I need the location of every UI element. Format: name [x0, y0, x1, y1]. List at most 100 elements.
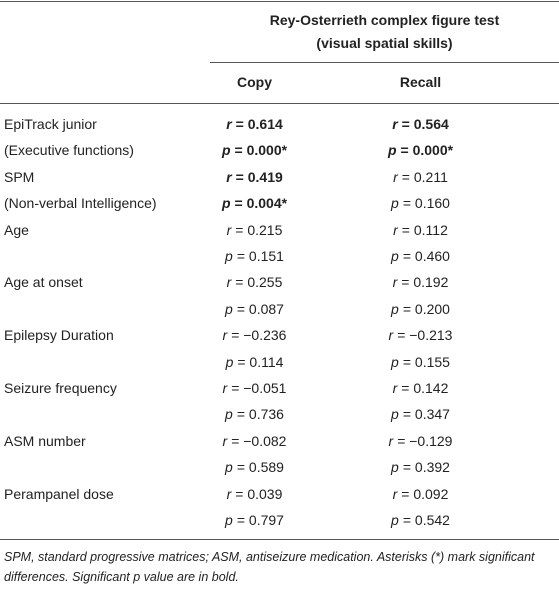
- column-header: Copy: [237, 74, 272, 90]
- stat-value: = 0.112: [401, 221, 448, 238]
- cell: p = 0.797: [172, 512, 337, 528]
- row-label: ASM number: [4, 432, 86, 449]
- row-label: Age: [4, 221, 29, 238]
- cell: p = 0.155: [338, 354, 503, 370]
- row-label: Age at onset: [4, 274, 83, 291]
- stat-symbol: p: [391, 353, 399, 370]
- stat-value: = 0.000*: [400, 142, 454, 159]
- stat-symbol: p: [391, 512, 399, 528]
- cell: r = −0.213: [338, 327, 503, 343]
- cell: p = 0.589: [172, 459, 337, 475]
- stat-value: = 0.797: [236, 512, 284, 528]
- cell: p = 0.004*: [172, 195, 337, 211]
- cell: r = 0.192: [338, 274, 503, 290]
- stat-symbol: r: [392, 274, 398, 291]
- stat-symbol: p: [391, 300, 399, 317]
- stat-symbol: r: [222, 327, 228, 344]
- row-label: Seizure frequency: [4, 380, 117, 396]
- stat-symbol: r: [226, 168, 232, 185]
- stat-value: = 0.564: [401, 116, 449, 132]
- cell: r = 0.564: [338, 116, 503, 132]
- stat-symbol: p: [225, 406, 233, 423]
- cell: r = −0.051: [172, 380, 337, 396]
- stat-value: = 0.736: [236, 406, 284, 423]
- cell: p = 0.000*: [172, 142, 337, 158]
- row-label: (Executive functions): [4, 142, 134, 159]
- stat-value: = 0.142: [401, 380, 449, 396]
- rule: [210, 62, 559, 63]
- footnote: SPM, standard progressive matrices; ASM,…: [4, 550, 535, 584]
- stat-symbol: p: [225, 459, 233, 476]
- group-subtitle: (visual spatial skills): [316, 35, 453, 51]
- cell: p = 0.392: [338, 459, 503, 475]
- stat-value: = 0.092: [401, 485, 449, 502]
- stat-value: = 0.419: [235, 168, 283, 185]
- stat-value: = 0.155: [402, 353, 450, 370]
- stat-value: = 0.004*: [234, 195, 288, 212]
- stat-value: = 0.589: [236, 459, 284, 476]
- stat-symbol: p: [391, 195, 399, 212]
- stat-value: = 0.000*: [234, 142, 288, 159]
- group-title: Rey-Osterrieth complex figure test: [269, 12, 500, 28]
- stat-symbol: r: [222, 380, 228, 396]
- stat-value: = 0.200: [402, 300, 450, 317]
- cell: r = −0.129: [338, 433, 503, 449]
- cell: r = 0.142: [338, 380, 503, 396]
- stat-symbol: r: [222, 432, 228, 449]
- cell: p = 0.160: [338, 195, 503, 211]
- cell: p = 0.000*: [338, 142, 503, 158]
- cell: r = 0.419: [172, 169, 337, 185]
- stat-symbol: r: [393, 221, 398, 238]
- stat-symbol: r: [226, 116, 232, 132]
- stat-symbol: r: [388, 432, 394, 449]
- stat-symbol: r: [392, 380, 398, 396]
- stat-value: = −0.082: [231, 432, 287, 449]
- cell: p = 0.087: [172, 301, 337, 317]
- rule: [0, 103, 559, 104]
- rule: [0, 539, 559, 540]
- stat-value: = 0.347: [402, 406, 450, 423]
- stat-value: = 0.192: [401, 274, 449, 291]
- row-label: Epilepsy Duration: [4, 327, 114, 344]
- stat-value: = −0.213: [397, 327, 453, 344]
- cell: r = 0.039: [172, 486, 337, 502]
- column-header: Recall: [399, 74, 442, 90]
- cell: r = −0.082: [172, 433, 337, 449]
- cell: p = 0.460: [338, 248, 503, 264]
- stat-symbol: r: [226, 485, 232, 502]
- cell: r = 0.211: [338, 169, 503, 185]
- stat-value: = 0.460: [402, 248, 450, 264]
- stat-symbol: r: [226, 274, 232, 291]
- cell: p = 0.114: [172, 354, 337, 370]
- stat-symbol: r: [392, 485, 398, 502]
- cell: r = 0.112: [338, 222, 503, 238]
- stat-symbol: p: [225, 353, 234, 370]
- cell: r = 0.614: [172, 116, 337, 132]
- stat-symbol: r: [388, 327, 394, 344]
- stat-value: = 0.211: [401, 168, 448, 185]
- stat-symbol: p: [387, 142, 397, 159]
- stat-symbol: r: [393, 168, 398, 185]
- stat-symbol: p: [391, 406, 399, 423]
- row-label: SPM: [4, 168, 35, 185]
- stat-symbol: p: [225, 300, 233, 317]
- cell: r = 0.255: [172, 274, 337, 290]
- cell: p = 0.200: [338, 301, 503, 317]
- cell: r = −0.236: [172, 327, 337, 343]
- stat-value: = 0.114: [237, 353, 284, 370]
- stat-value: = 0.542: [402, 512, 450, 528]
- cell: p = 0.151: [172, 248, 337, 264]
- stat-value: = −0.129: [397, 432, 453, 449]
- stat-value: = 0.160: [402, 195, 450, 212]
- stat-value: = 0.392: [402, 459, 450, 476]
- cell: r = 0.215: [172, 222, 337, 238]
- stat-value: = −0.051: [231, 380, 287, 396]
- stat-symbol: p: [221, 142, 231, 159]
- stat-value: = 0.614: [235, 116, 283, 132]
- cell: r = 0.092: [338, 486, 503, 502]
- row-label: (Non-verbal Intelligence): [4, 195, 157, 212]
- stat-symbol: p: [391, 459, 399, 476]
- cell: p = 0.736: [172, 406, 337, 422]
- stat-value: = 0.215: [235, 221, 283, 238]
